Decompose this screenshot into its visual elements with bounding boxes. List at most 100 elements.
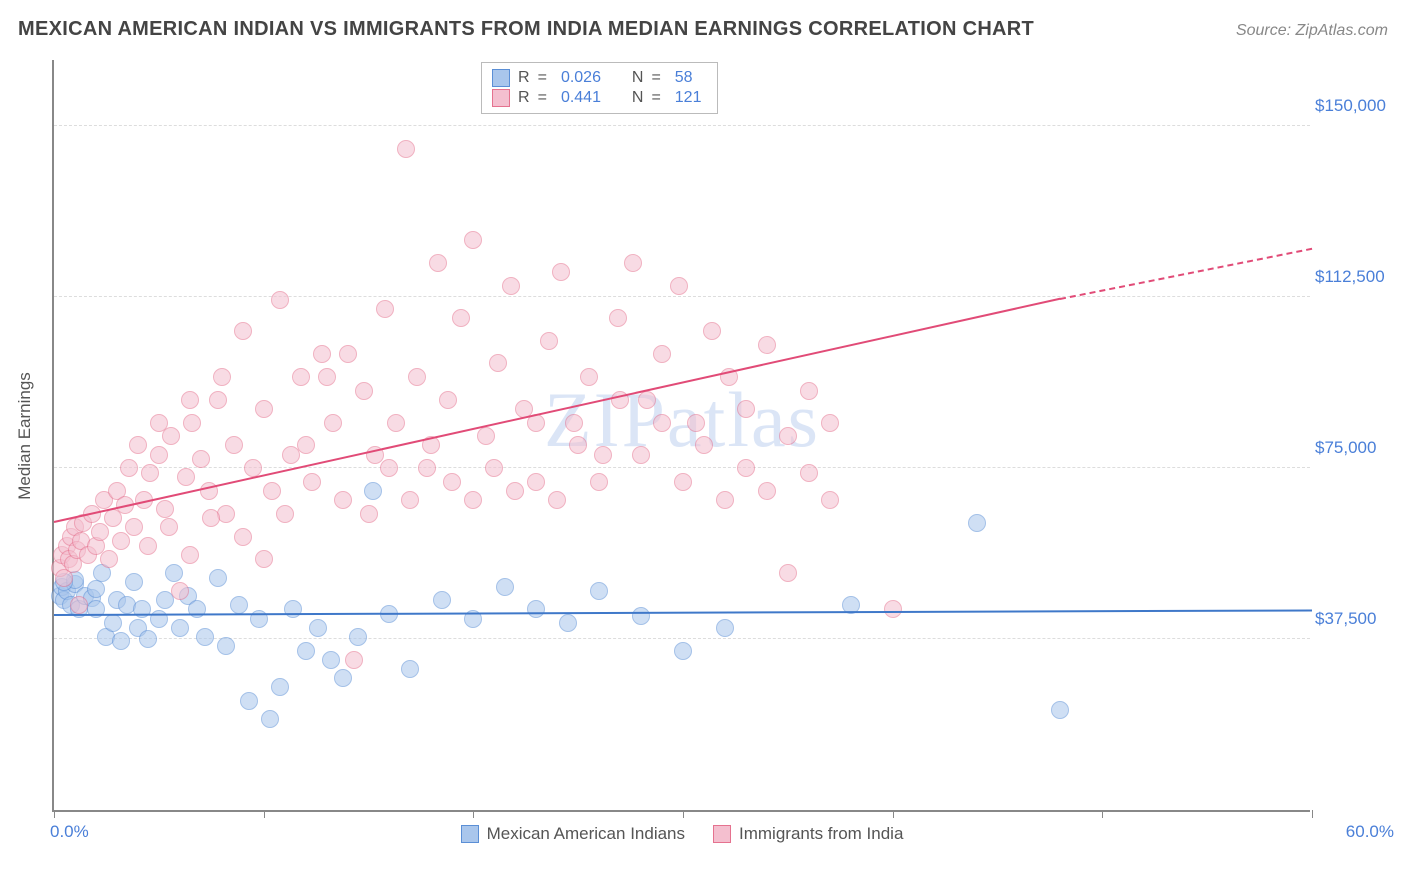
data-point <box>120 459 138 477</box>
data-point <box>439 391 457 409</box>
data-point <box>609 309 627 327</box>
data-point <box>349 628 367 646</box>
gridline-h <box>54 296 1310 297</box>
data-point <box>433 591 451 609</box>
scatter-plot-area: ZIPatlas $37,500$75,000$112,500$150,0000… <box>52 60 1310 812</box>
stat-eq: = <box>538 89 547 107</box>
data-point <box>779 564 797 582</box>
data-point <box>695 436 713 454</box>
data-point <box>334 491 352 509</box>
data-point <box>234 528 252 546</box>
data-point <box>100 550 118 568</box>
data-point <box>552 263 570 281</box>
data-point <box>181 546 199 564</box>
data-point <box>70 596 88 614</box>
data-point <box>590 582 608 600</box>
data-point <box>716 619 734 637</box>
x-tick <box>1312 810 1313 818</box>
y-axis-label-wrap: Median Earnings <box>10 60 40 812</box>
data-point <box>309 619 327 637</box>
stats-row: R=0.441 N=121 <box>492 89 707 107</box>
data-point <box>821 491 839 509</box>
data-point <box>429 254 447 272</box>
data-point <box>506 482 524 500</box>
x-tick <box>683 810 684 818</box>
data-point <box>129 436 147 454</box>
legend-item: Immigrants from India <box>713 824 903 844</box>
chart-title: MEXICAN AMERICAN INDIAN VS IMMIGRANTS FR… <box>18 18 1034 41</box>
data-point <box>800 382 818 400</box>
data-point <box>653 345 671 363</box>
gridline-h <box>54 125 1310 126</box>
data-point <box>632 607 650 625</box>
data-point <box>339 345 357 363</box>
data-point <box>125 518 143 536</box>
data-point <box>234 322 252 340</box>
data-point <box>209 391 227 409</box>
stat-r-label: R <box>518 89 530 107</box>
data-point <box>401 660 419 678</box>
data-point <box>485 459 503 477</box>
data-point <box>401 491 419 509</box>
data-point <box>162 427 180 445</box>
data-point <box>380 459 398 477</box>
data-point <box>150 414 168 432</box>
legend-label: Mexican American Indians <box>487 824 685 844</box>
data-point <box>160 518 178 536</box>
data-point <box>112 632 130 650</box>
data-point <box>624 254 642 272</box>
data-point <box>192 450 210 468</box>
x-tick <box>473 810 474 818</box>
data-point <box>87 580 105 598</box>
stat-r-label: R <box>518 69 530 87</box>
data-point <box>502 277 520 295</box>
data-point <box>284 600 302 618</box>
data-point <box>255 400 273 418</box>
data-point <box>559 614 577 632</box>
watermark-text: ZIPatlas <box>544 375 820 465</box>
data-point <box>737 459 755 477</box>
data-point <box>139 630 157 648</box>
data-point <box>292 368 310 386</box>
data-point <box>209 569 227 587</box>
data-point <box>345 651 363 669</box>
data-point <box>355 382 373 400</box>
data-point <box>360 505 378 523</box>
data-point <box>779 427 797 445</box>
data-point <box>177 468 195 486</box>
data-point <box>240 692 258 710</box>
data-point <box>171 619 189 637</box>
data-point <box>443 473 461 491</box>
gridline-h <box>54 638 1310 639</box>
legend-item: Mexican American Indians <box>461 824 685 844</box>
data-point <box>165 564 183 582</box>
data-point <box>213 368 231 386</box>
data-point <box>318 368 336 386</box>
data-point <box>112 532 130 550</box>
data-point <box>737 400 755 418</box>
data-point <box>758 482 776 500</box>
data-point <box>527 473 545 491</box>
data-point <box>297 642 315 660</box>
data-point <box>687 414 705 432</box>
data-point <box>716 491 734 509</box>
legend: Mexican American Indians Immigrants from … <box>54 824 1310 844</box>
data-point <box>303 473 321 491</box>
data-point <box>540 332 558 350</box>
data-point <box>496 578 514 596</box>
data-point <box>91 523 109 541</box>
y-axis-label: Median Earnings <box>15 372 35 500</box>
data-point <box>464 231 482 249</box>
series-swatch-icon <box>492 89 510 107</box>
stat-n-label: N <box>632 69 644 87</box>
source-attribution: Source: ZipAtlas.com <box>1236 22 1388 40</box>
stat-eq: = <box>538 69 547 87</box>
data-point <box>150 446 168 464</box>
data-point <box>565 414 583 432</box>
data-point <box>133 600 151 618</box>
y-tick-label: $37,500 <box>1315 609 1390 629</box>
gridline-h <box>54 467 1310 468</box>
x-tick <box>54 810 55 818</box>
data-point <box>590 473 608 491</box>
data-point <box>397 140 415 158</box>
